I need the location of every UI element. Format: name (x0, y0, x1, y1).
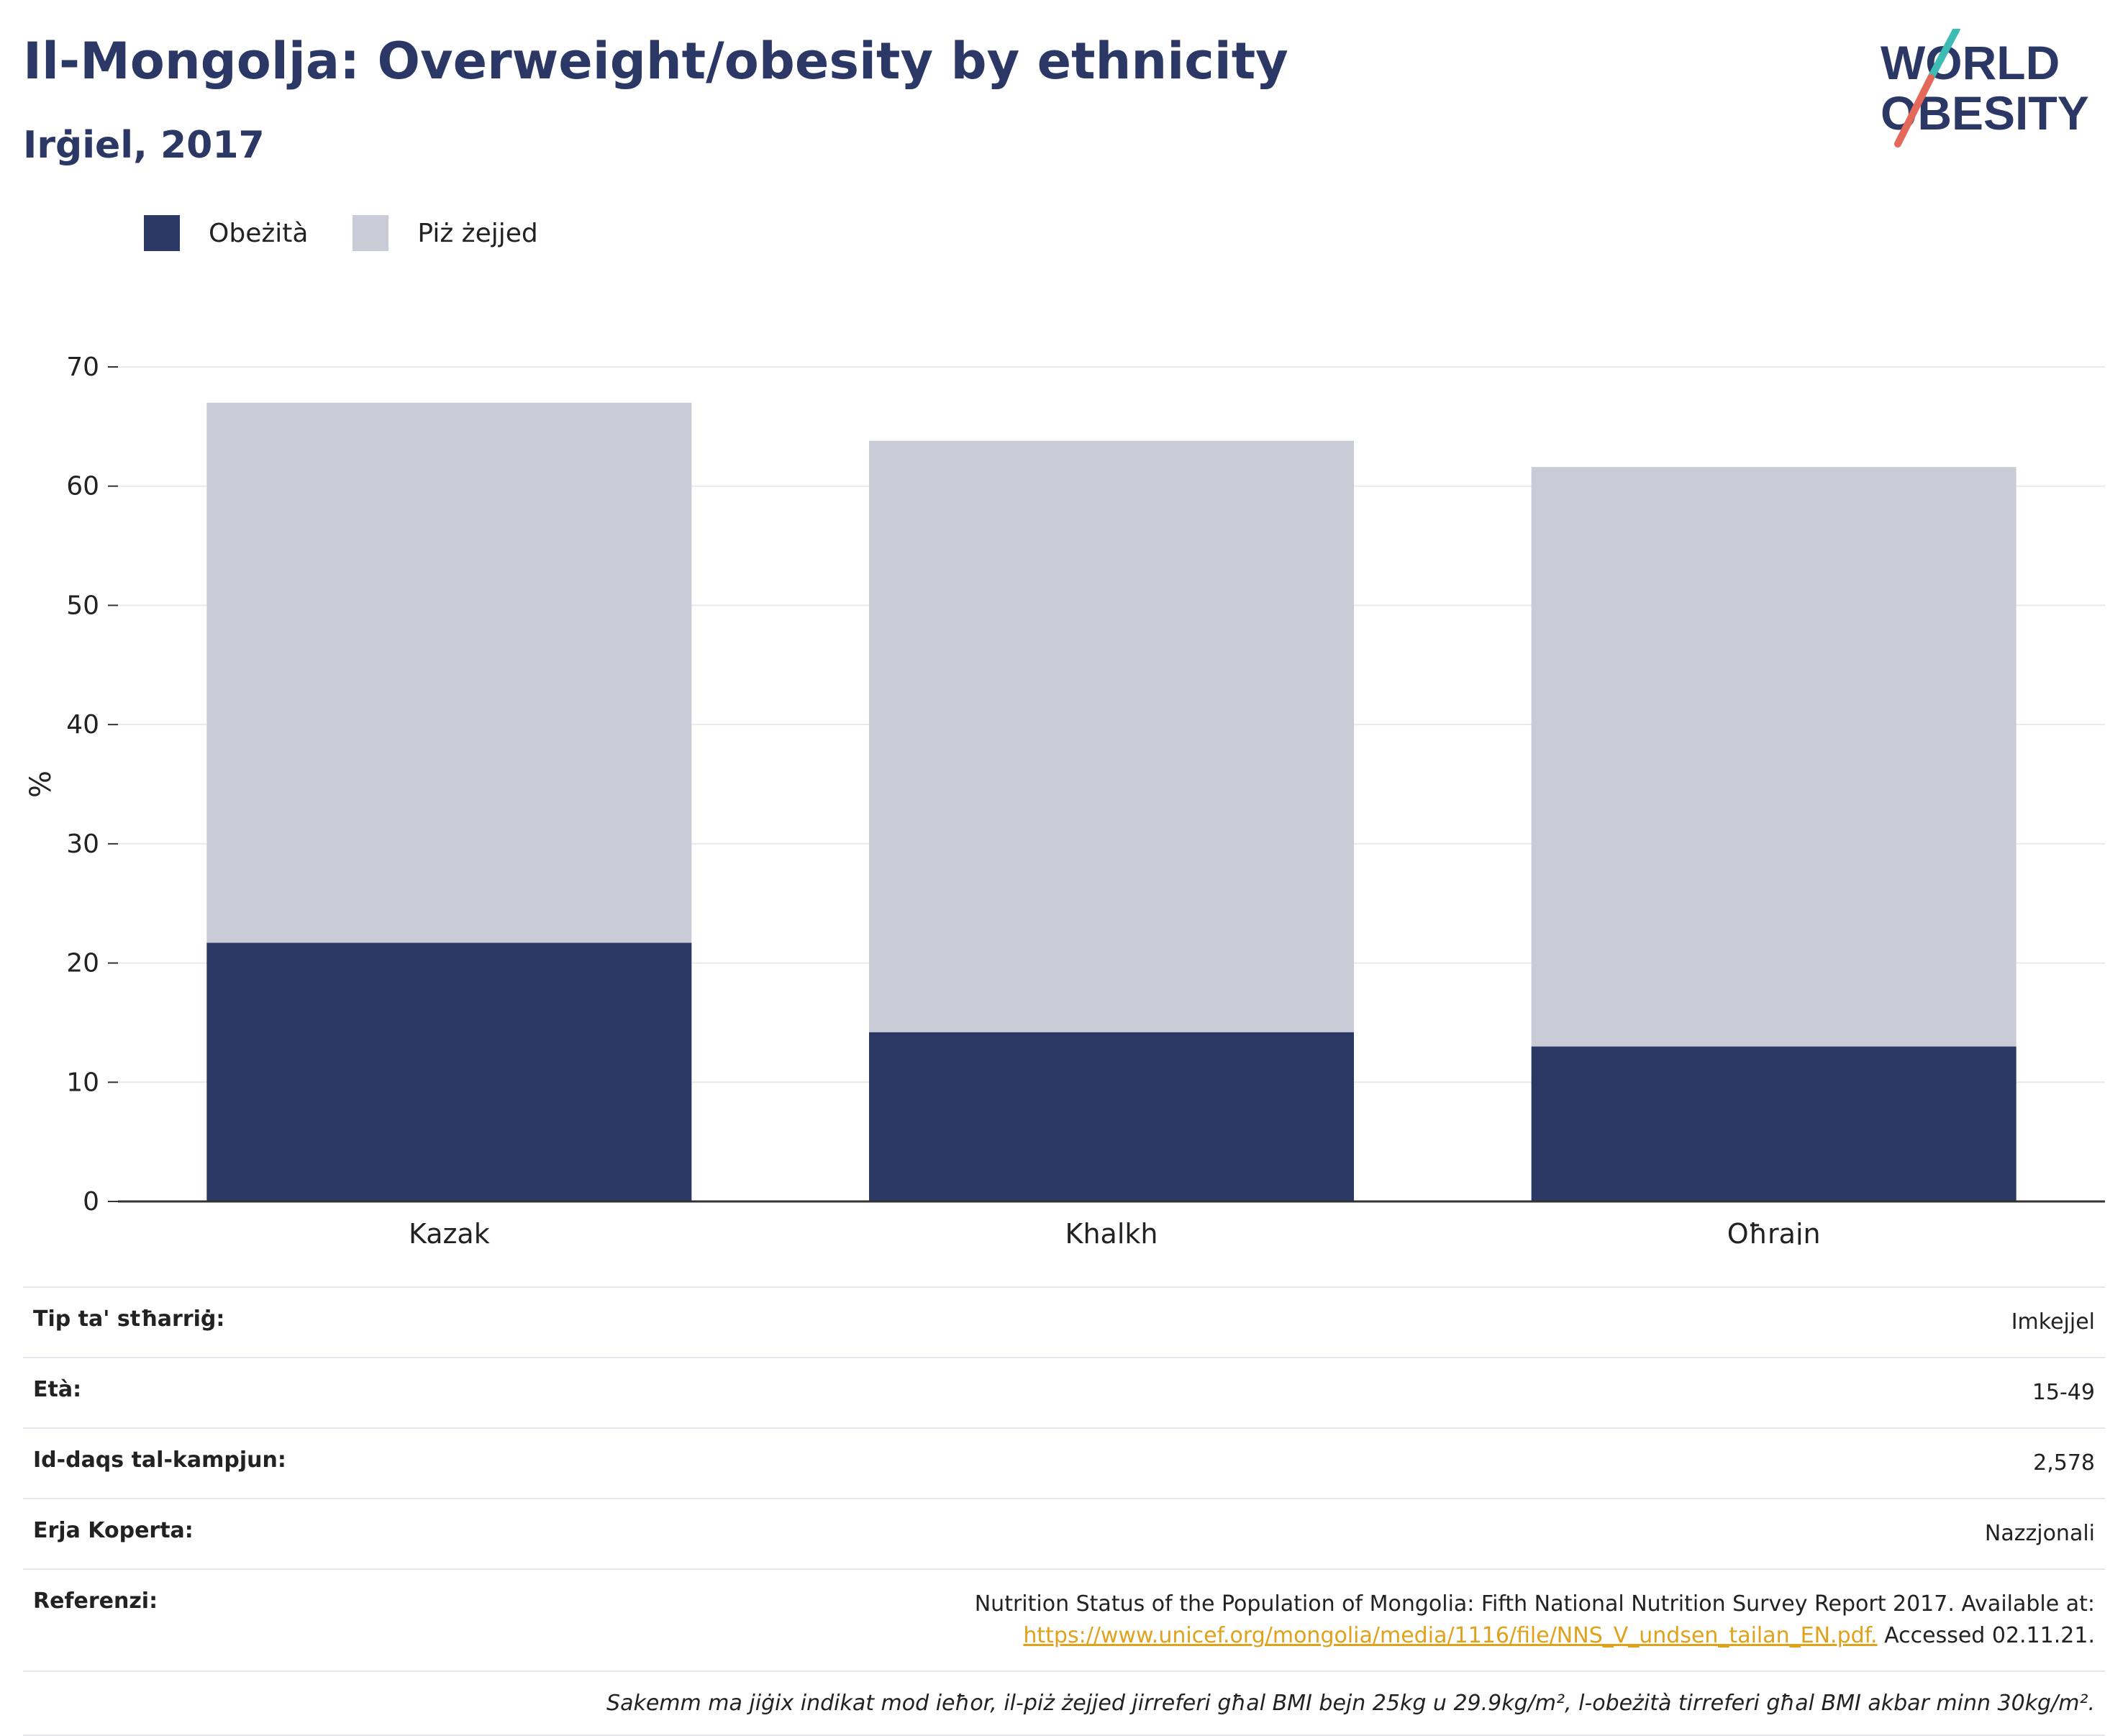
info-label: Id-daqs tal-kampjun: (33, 1448, 286, 1473)
info-row-sample-size: Id-daqs tal-kampjun: 2,578 (23, 1427, 2105, 1498)
info-value: Nazzjonali (1984, 1521, 2095, 1546)
info-label: Tip ta' stħarriġ: (33, 1306, 225, 1332)
survey-info-table: Tip ta' stħarriġ: Imkejjel Età: 15-49 Id… (23, 1286, 2105, 1736)
chart-title: Il-Mongolja: Overweight/obesity by ethni… (23, 32, 1288, 91)
x-tick-label: Oħrajn (1727, 1218, 1821, 1245)
axes: 0 10 20 30 40 50 60 70 Kazak Khalkh Oħrajn% (24, 353, 2105, 1245)
legend-item-overweight: Piż żejjed (353, 215, 538, 251)
info-row-area-covered: Erja Koperta: Nazzjonali (23, 1498, 2105, 1568)
info-row-survey-type: Tip ta' stħarriġ: Imkejjel (23, 1286, 2105, 1357)
bar-overweight-2 (1531, 467, 2016, 1047)
info-row-references: Referenzi: Nutrition Status of the Popul… (23, 1568, 2105, 1671)
y-tick-label: 0 (83, 1187, 99, 1217)
info-label: Erja Koperta: (33, 1518, 194, 1543)
bar-obesity-0 (206, 942, 692, 1201)
reference-value: Nutrition Status of the Population of Mo… (975, 1589, 2095, 1652)
info-value: 15-49 (2032, 1380, 2095, 1405)
legend-swatch-overweight (353, 215, 389, 251)
world-obesity-logo: WORLD OBESITY (1881, 29, 2089, 147)
legend-item-obesity: Obeżità (144, 215, 308, 251)
x-tick-label: Kazak (409, 1218, 490, 1245)
svg-text:WORLD: WORLD (1881, 36, 2060, 89)
bar-obesity-1 (869, 1032, 1354, 1201)
bar-overweight-0 (206, 402, 692, 943)
reference-link[interactable]: https://www.unicef.org/mongolia/media/11… (1023, 1623, 1878, 1648)
legend-label-obesity: Obeżità (209, 218, 309, 248)
info-row-age: Età: 15-49 (23, 1357, 2105, 1427)
footnote: Sakemm ma jiġix indikat mod ieħor, il-pi… (606, 1691, 2095, 1716)
y-tick-label: 40 (66, 710, 99, 740)
chart-legend: Obeżità Piż żejjed (144, 213, 583, 253)
info-label: Referenzi: (33, 1589, 158, 1614)
info-value: Imkejjel (2011, 1309, 2095, 1335)
legend-label-overweight: Piż żejjed (417, 218, 538, 248)
info-row-footnote: Sakemm ma jiġix indikat mod ieħor, il-pi… (23, 1671, 2105, 1736)
y-tick-label: 70 (66, 353, 99, 382)
y-axis-label: % (24, 771, 58, 798)
chart-subtitle: Irġiel, 2017 (23, 124, 265, 167)
info-label: Età: (33, 1377, 82, 1402)
stacked-bar-chart: 0 10 20 30 40 50 60 70 Kazak Khalkh Oħrajn% (24, 353, 2105, 1245)
y-tick-label: 30 (66, 830, 99, 859)
reference-text: Nutrition Status of the Population of Mo… (974, 1591, 2095, 1617)
y-tick-label: 20 (66, 949, 99, 978)
y-tick-label: 60 (66, 472, 99, 501)
bar-overweight-1 (869, 440, 1354, 1032)
y-tick-label: 50 (66, 591, 99, 620)
reference-accessed: Accessed 02.11.21. (1884, 1623, 2095, 1648)
x-tick-label: Khalkh (1065, 1218, 1158, 1245)
legend-swatch-obesity (144, 215, 180, 251)
bar-obesity-2 (1531, 1046, 2016, 1201)
y-tick-label: 10 (66, 1068, 99, 1097)
bars (206, 402, 2016, 1201)
info-value: 2,578 (2033, 1450, 2095, 1476)
